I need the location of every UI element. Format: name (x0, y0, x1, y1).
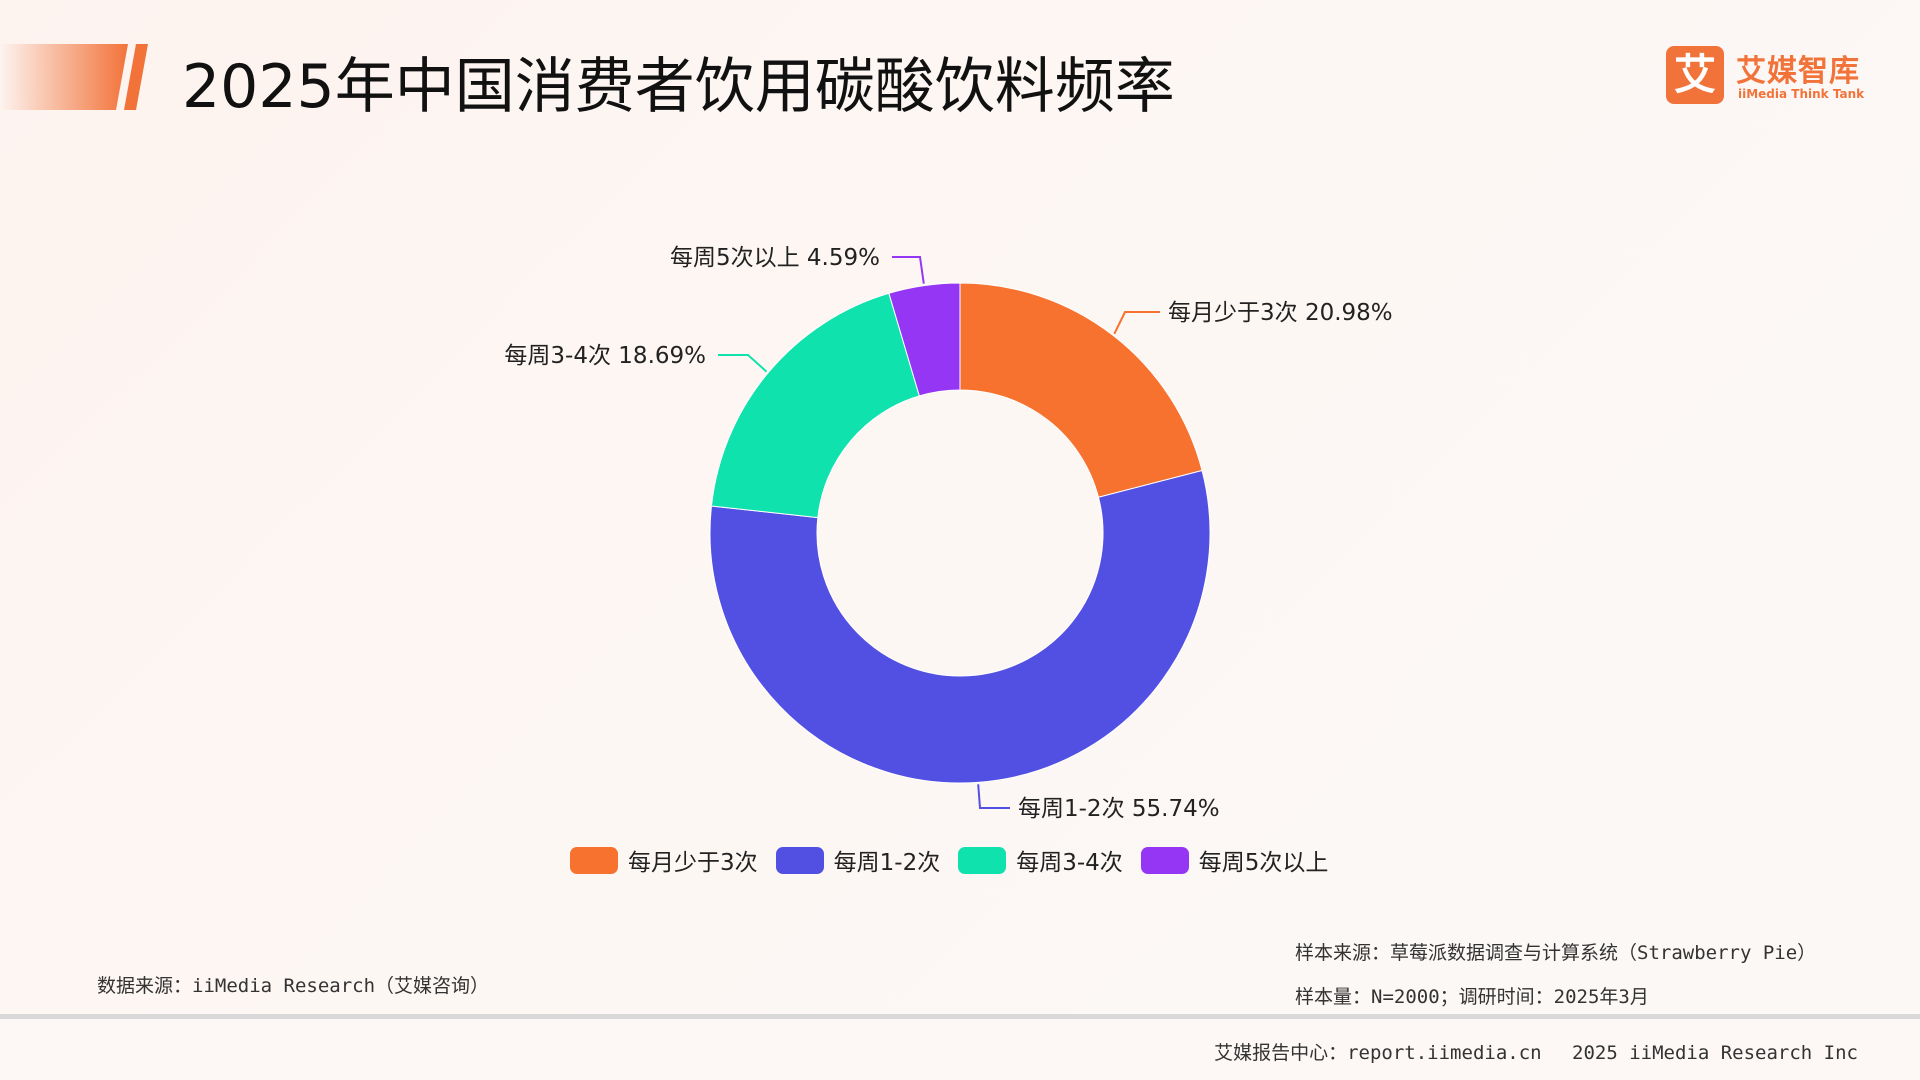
chart-legend: 每月少于3次 每周1-2次 每周3-4次 每周5次以上 (570, 843, 1328, 877)
legend-swatch (1140, 846, 1189, 874)
title-decoration (0, 44, 148, 110)
legend-swatch (775, 846, 824, 874)
legend-item[interactable]: 每周3-4次 (958, 843, 1123, 877)
logo-mark (1666, 46, 1724, 104)
donut-slice[interactable] (959, 282, 1203, 498)
callout-line (892, 256, 925, 284)
data-label: 每周3-4次 18.69% (504, 343, 706, 369)
sample-size-note: 样本量：N=2000；调研时间：2025年3月 (1295, 986, 1649, 1008)
sample-source-note: 样本来源：草莓派数据调查与计算系统（Strawberry Pie） (1295, 942, 1817, 964)
legend-item[interactable]: 每周5次以上 (1140, 843, 1329, 877)
legend-swatch (570, 846, 618, 874)
legend-label: 每月少于3次 (628, 850, 758, 876)
donut-slice[interactable] (710, 292, 920, 519)
data-source-note: 数据来源：iiMedia Research（艾媒咨询） (97, 975, 490, 997)
legend-label: 每周3-4次 (1016, 850, 1123, 876)
logo-subtitle: iiMedia Think Tank (1738, 87, 1865, 101)
callout-line (718, 354, 768, 373)
legend-label: 每周1-2次 (833, 850, 941, 876)
footer-divider (0, 1014, 1920, 1019)
legend-item[interactable]: 每月少于3次 (570, 843, 758, 877)
callout-line (1113, 311, 1160, 335)
donut-slice[interactable] (709, 469, 1211, 784)
data-label: 每周1-2次 55.74% (1018, 796, 1220, 822)
donut-slice[interactable] (888, 282, 961, 397)
legend-label: 每周5次以上 (1198, 850, 1329, 876)
legend-item[interactable]: 每周1-2次 (775, 843, 941, 877)
data-label: 每周5次以上 4.59% (670, 245, 880, 271)
footer-text: 艾媒报告中心：report.iimedia.cn 2025 iiMedia Re… (1214, 1042, 1858, 1064)
logo-name: 艾媒智库 (1736, 54, 1860, 89)
page-title: 2025年中国消费者饮用碳酸饮料频率 (182, 52, 1175, 122)
data-label: 每月少于3次 20.98% (1168, 300, 1393, 326)
callout-line (977, 784, 1010, 809)
brand-logo: 艾 艾媒智库 iiMedia Think Tank (1666, 46, 1866, 110)
footer-bar (0, 1019, 1920, 1080)
legend-swatch (958, 846, 1007, 874)
logo-glyph: 艾 (1673, 50, 1716, 99)
